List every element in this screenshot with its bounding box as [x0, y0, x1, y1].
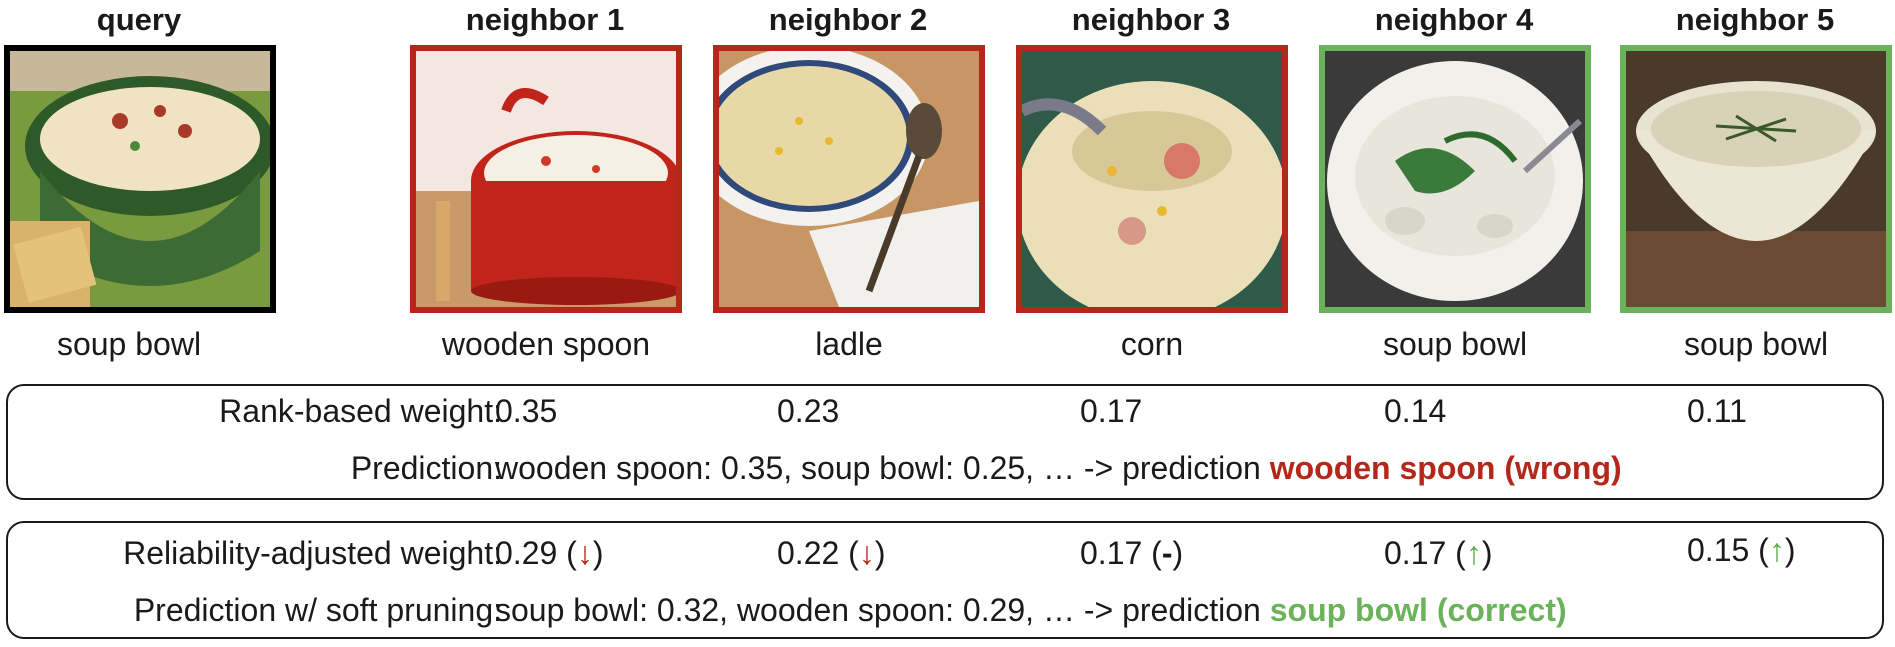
rank-prediction-label: Prediction: [350, 450, 502, 486]
neighbor-5-image [1620, 45, 1892, 313]
rank-weight-label: Rank-based weight: [219, 393, 502, 429]
neighbor-4-image [1319, 45, 1591, 313]
reliability-weight-5-value: 0.15 [1687, 532, 1750, 568]
down-arrow-icon: ↓ [576, 535, 593, 571]
neighbor-5-caption: soup bowl [1683, 326, 1829, 362]
reliability-weight-4: 0.17 (↑) [1384, 535, 1493, 571]
up-arrow-icon: ↑ [1768, 532, 1785, 568]
neighbor-5-title: neighbor 5 [1675, 2, 1835, 37]
query-caption: soup bowl [56, 326, 202, 362]
rank-prediction-line: wooden spoon: 0.35, soup bowl: 0.25, … -… [495, 446, 1622, 490]
reliability-prediction-result: soup bowl (correct) [1269, 592, 1567, 628]
no-change-icon: - [1161, 535, 1173, 571]
rank-weight-2: 0.23 [777, 393, 840, 429]
reliability-weight-1-value: 0.29 [495, 535, 558, 571]
up-arrow-icon: ↑ [1465, 535, 1482, 571]
neighbor-3-image [1016, 45, 1288, 313]
reliability-weight-2: 0.22 (↓) [777, 535, 886, 571]
neighbor-1-image [410, 45, 682, 313]
reliability-weight-label: Reliability-adjusted weight: [123, 535, 502, 571]
reliability-weight-5: 0.15 (↑) [1687, 532, 1796, 568]
rank-based-panel [6, 384, 1884, 500]
reliability-weight-3-value: 0.17 [1080, 535, 1143, 571]
reliability-weight-4-value: 0.17 [1384, 535, 1447, 571]
reliability-weight-3: 0.17 (-) [1080, 535, 1184, 571]
reliability-weight-2-value: 0.22 [777, 535, 840, 571]
query-title: query [96, 2, 182, 37]
reliability-prediction-line: soup bowl: 0.32, wooden spoon: 0.29, … -… [495, 588, 1567, 632]
reliability-prediction-text: soup bowl: 0.32, wooden spoon: 0.29, … -… [495, 592, 1270, 628]
rank-weight-1: 0.35 [495, 393, 558, 429]
neighbor-2-title: neighbor 2 [768, 2, 928, 37]
rank-weight-3: 0.17 [1080, 393, 1143, 429]
reliability-prediction-label: Prediction w/ soft pruning: [133, 592, 502, 628]
neighbor-4-caption: soup bowl [1382, 326, 1528, 362]
neighbor-3-title: neighbor 3 [1071, 2, 1231, 37]
neighbor-3-caption: corn [1120, 326, 1184, 362]
neighbor-2-image [713, 45, 985, 313]
rank-weight-4: 0.14 [1384, 393, 1447, 429]
neighbor-1-title: neighbor 1 [465, 2, 625, 37]
down-arrow-icon: ↓ [858, 535, 875, 571]
rank-weight-5: 0.11 [1687, 393, 1747, 429]
rank-prediction-text: wooden spoon: 0.35, soup bowl: 0.25, … -… [495, 450, 1270, 486]
neighbor-2-caption: ladle [815, 326, 883, 362]
reliability-weight-1: 0.29 (↓) [495, 535, 604, 571]
rank-prediction-result: wooden spoon (wrong) [1269, 450, 1622, 486]
query-image [4, 45, 276, 313]
neighbor-4-title: neighbor 4 [1374, 2, 1534, 37]
reliability-panel [6, 521, 1884, 639]
neighbor-1-caption: wooden spoon [441, 326, 651, 362]
